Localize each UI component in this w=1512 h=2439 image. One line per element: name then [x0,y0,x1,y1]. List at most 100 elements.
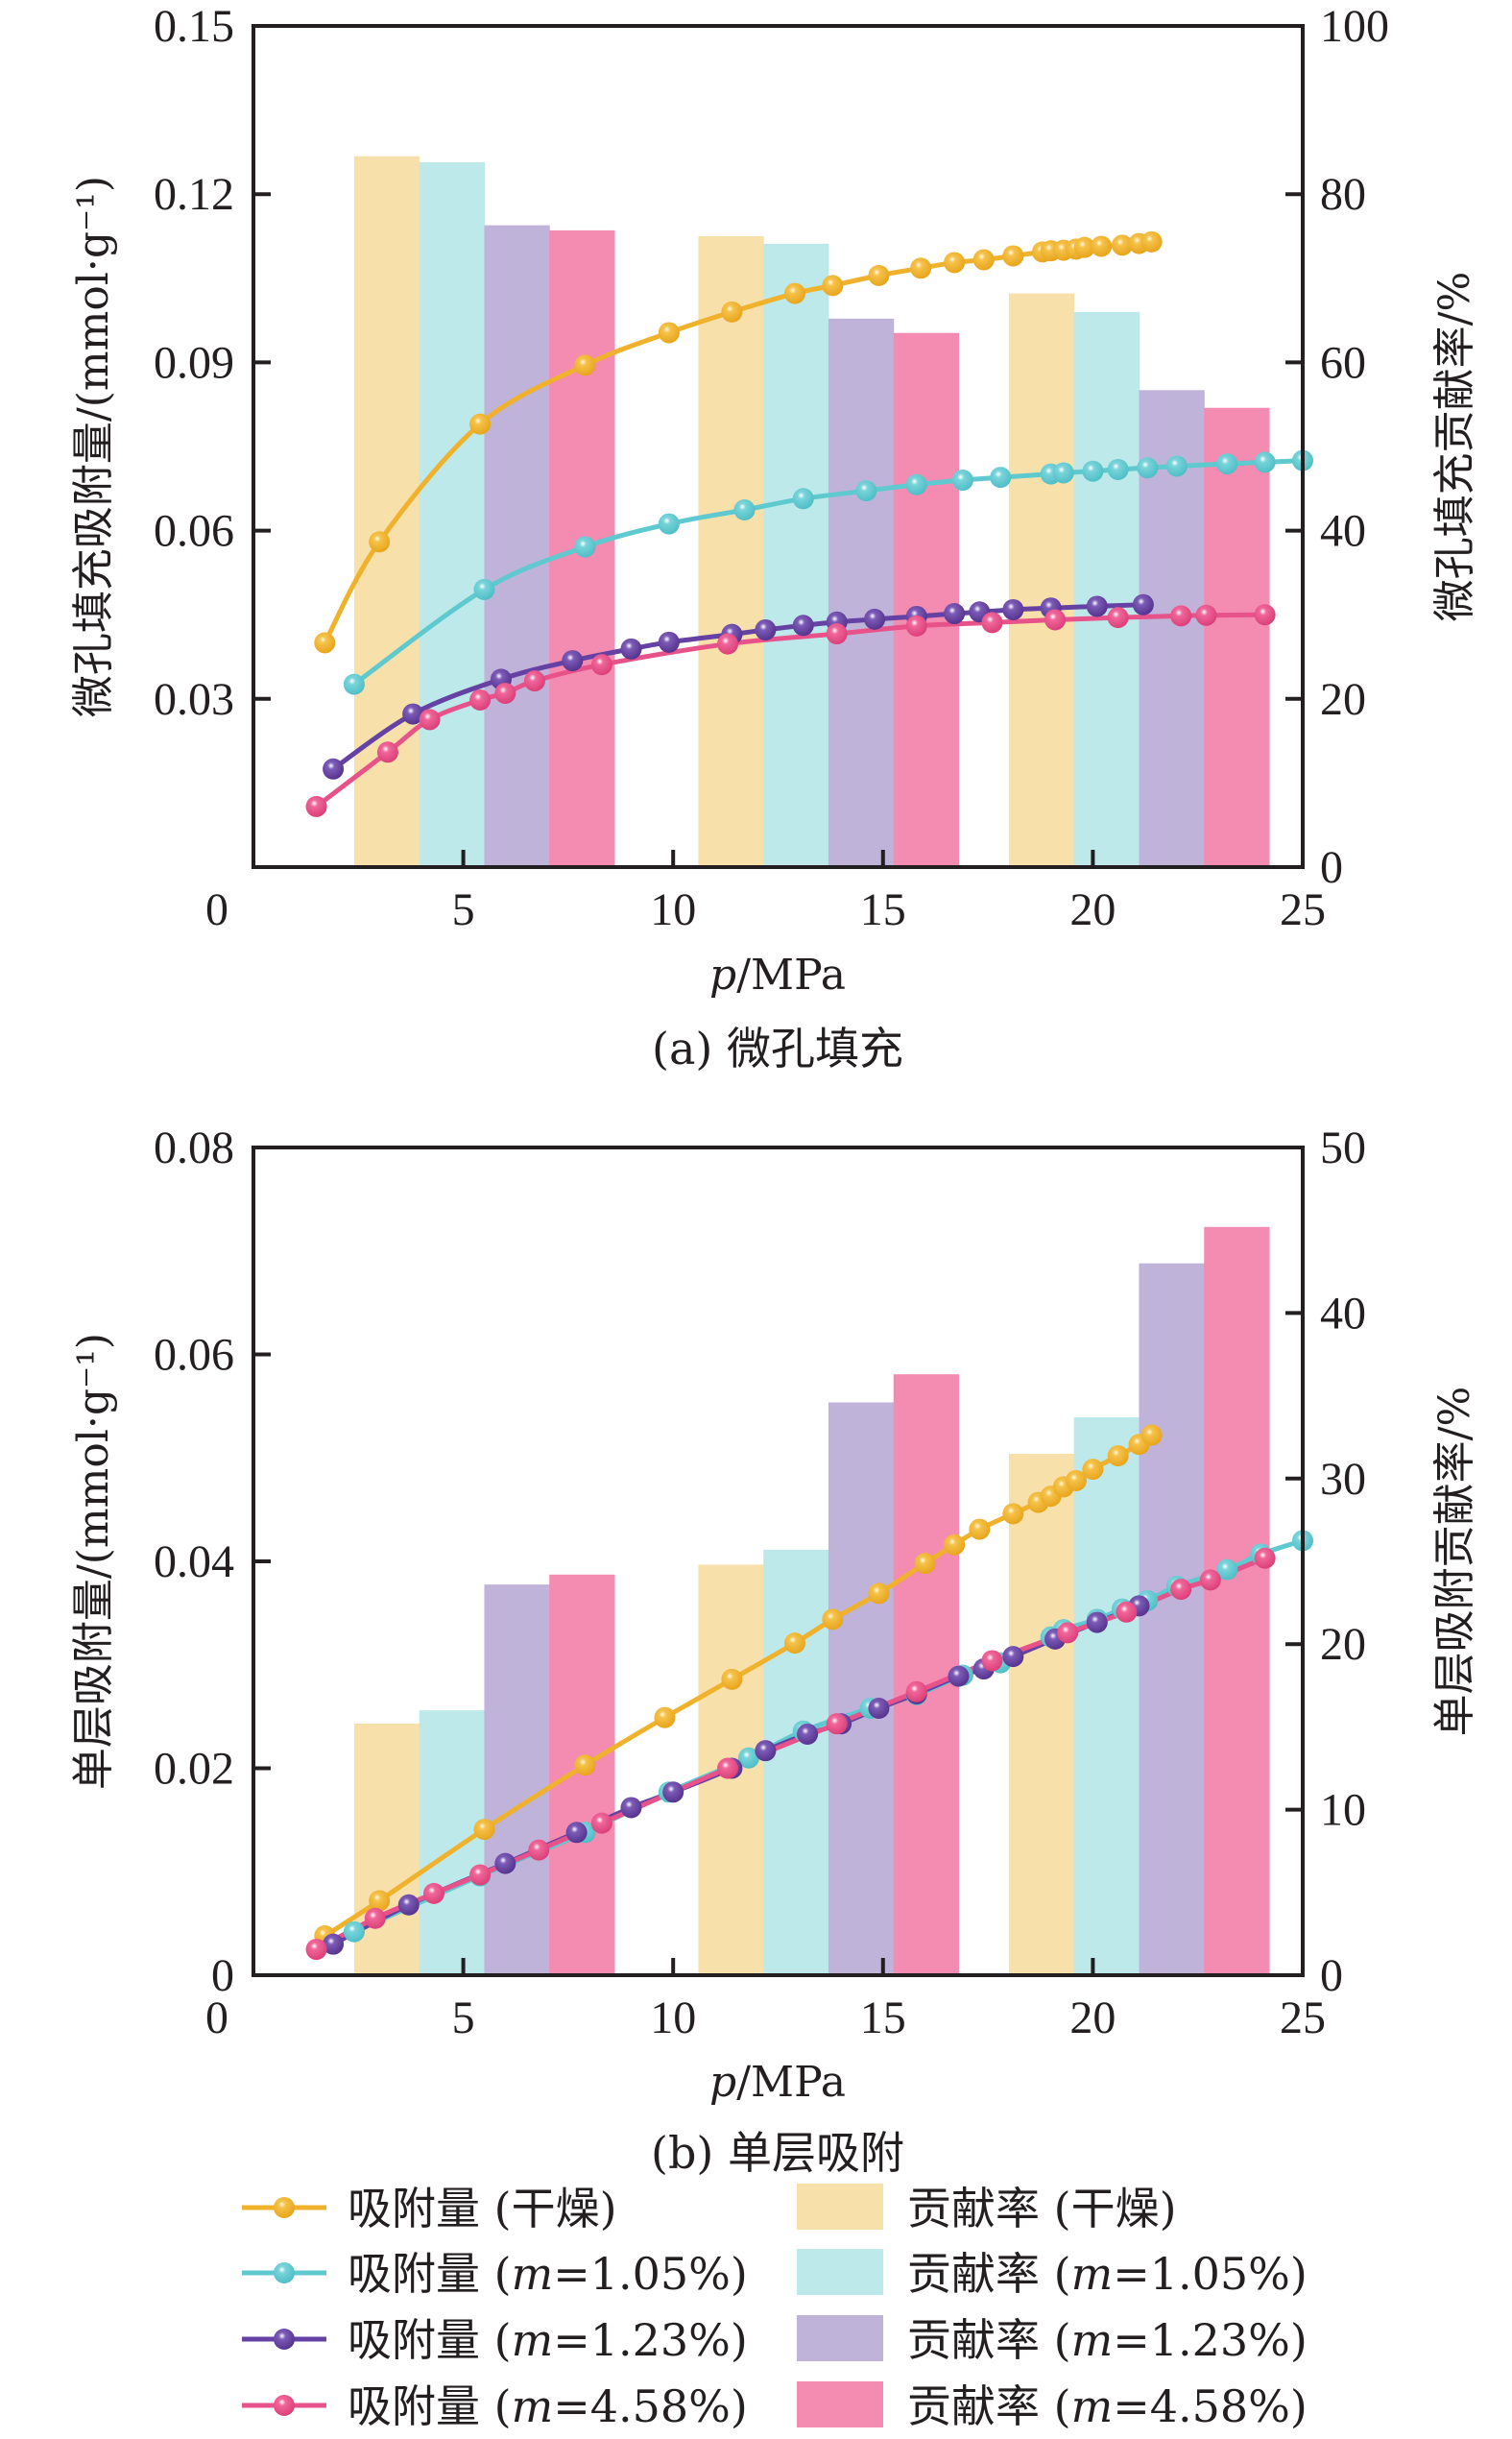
y-tick-label: 0.09 [154,337,234,388]
data-point-m123 [1002,598,1024,620]
data-point-m105 [1137,457,1159,479]
legend-marker-dry [274,2197,295,2218]
x-tick-label: 5 [452,1992,475,2043]
data-point-m105 [1082,460,1104,482]
data-point-m105 [792,488,814,510]
bar-layer [353,1226,1270,1975]
x-axis-title-unit: /MPa [736,951,846,1000]
legend-marker-m458 [274,2395,295,2416]
bar-m123-group-3 [1139,1263,1205,1975]
panel-monolayer-adsorption: 0 5 10 15 20 25 0.08 0.06 0.04 0.02 0 50 40 30 20 10 0 p… [69,1123,1479,2179]
data-point-dry [574,354,596,376]
y2-tick-label: 80 [1320,169,1366,220]
x-tick-label: 25 [1280,884,1326,935]
data-point-dry [868,1582,890,1605]
data-point-m458 [469,1864,492,1886]
data-point-m123 [948,1665,970,1687]
bar-m123-group-2 [828,318,895,867]
legend-label: 吸附量 (干燥) [348,2183,617,2234]
y2-tick-label: 30 [1320,1454,1366,1505]
data-point-m458 [305,1939,327,1961]
data-point-m458 [528,1839,550,1861]
line-layer [305,1424,1313,1961]
data-point-m458 [590,654,612,676]
y-tick-label: 0.08 [154,1123,234,1173]
data-point-dry [822,275,844,297]
data-point-dry [969,1518,991,1540]
y-tick-label: 0.02 [154,1744,234,1795]
data-point-dry [1112,234,1134,256]
data-point-m458 [1170,1579,1192,1601]
data-point-m458 [469,688,492,711]
data-point-dry [1002,1503,1024,1525]
data-point-dry [914,1553,936,1575]
y2-tick-label: 60 [1320,337,1366,388]
data-point-m123 [1132,593,1154,616]
data-point-dry [910,257,932,279]
data-point-dry [574,1754,596,1776]
data-point-dry [1065,1469,1087,1491]
legend-label: 贡献率 (干燥) [907,2183,1177,2234]
data-point-m458 [905,615,927,637]
data-point-dry [314,632,336,654]
data-point-m458 [1116,1601,1138,1623]
data-point-m123 [620,1797,642,1819]
bar-m458-group-2 [893,332,959,867]
data-point-m458 [981,612,1003,634]
y2-tick-label: 20 [1320,674,1366,725]
legend-label: 贡献率 (m=4.58%) [907,2380,1308,2432]
legend-label: 吸附量 (m=1.23%) [348,2314,748,2366]
y2-tick-label: 40 [1320,1288,1366,1339]
data-point-m105 [905,473,927,495]
x-tick-label: 10 [650,1992,696,2043]
legend-marker-m105 [274,2262,295,2283]
data-point-m458 [1044,609,1067,631]
data-point-dry [721,301,743,323]
y2-tick-label: 50 [1320,1123,1366,1173]
data-point-m123 [658,631,680,653]
data-point-m458 [305,795,327,817]
data-point-m123 [797,1723,819,1745]
legend-bar-swatch-m458 [797,2381,883,2427]
data-point-m123 [755,1740,777,1762]
data-point-m105 [1165,455,1188,477]
data-point-m458 [717,1757,739,1779]
y2-tick-label: 0 [1320,1950,1343,2001]
data-point-dry [369,531,391,553]
data-point-m105 [343,673,365,695]
data-point-m105 [343,1920,365,1943]
bar-m105-group-1 [419,161,485,868]
data-point-m105 [1216,453,1238,475]
data-point-m123 [323,1933,345,1955]
data-point-dry [783,1632,805,1654]
y2-axis-title: 微孔填充贡献率/% [1430,272,1479,622]
data-point-m105 [473,578,495,600]
data-point-dry [944,252,966,274]
data-point-m458 [981,1650,1003,1672]
data-point-m123 [494,1852,516,1874]
bar-m123-group-1 [484,225,550,867]
data-point-dry [1140,1424,1163,1446]
x-tick-label: 20 [1069,1992,1116,2043]
data-point-m458 [1254,1547,1276,1569]
y-tick-label: 0.06 [154,1330,234,1381]
data-point-m458 [523,670,545,692]
data-point-dry [1002,245,1024,267]
bar-m105-group-3 [1073,311,1140,868]
data-point-m123 [662,1781,684,1803]
data-point-m123 [562,650,584,672]
legend-label: 贡献率 (m=1.05%) [907,2248,1308,2300]
data-point-m105 [574,536,596,558]
data-point-m105 [737,1747,759,1769]
data-point-m105 [658,513,680,535]
y-tick-label: 0.03 [154,674,234,725]
bar-dry-group-2 [698,236,764,867]
y-axis-title: 微孔填充吸附量/(mmol·g⁻¹) [69,176,118,717]
series-line-m458 [315,612,1265,809]
y2-tick-label: 10 [1320,1785,1366,1836]
data-point-m458 [1199,1569,1221,1591]
data-point-m458 [1107,607,1129,629]
data-point-m123 [755,618,777,640]
y2-tick-label: 20 [1320,1619,1366,1670]
